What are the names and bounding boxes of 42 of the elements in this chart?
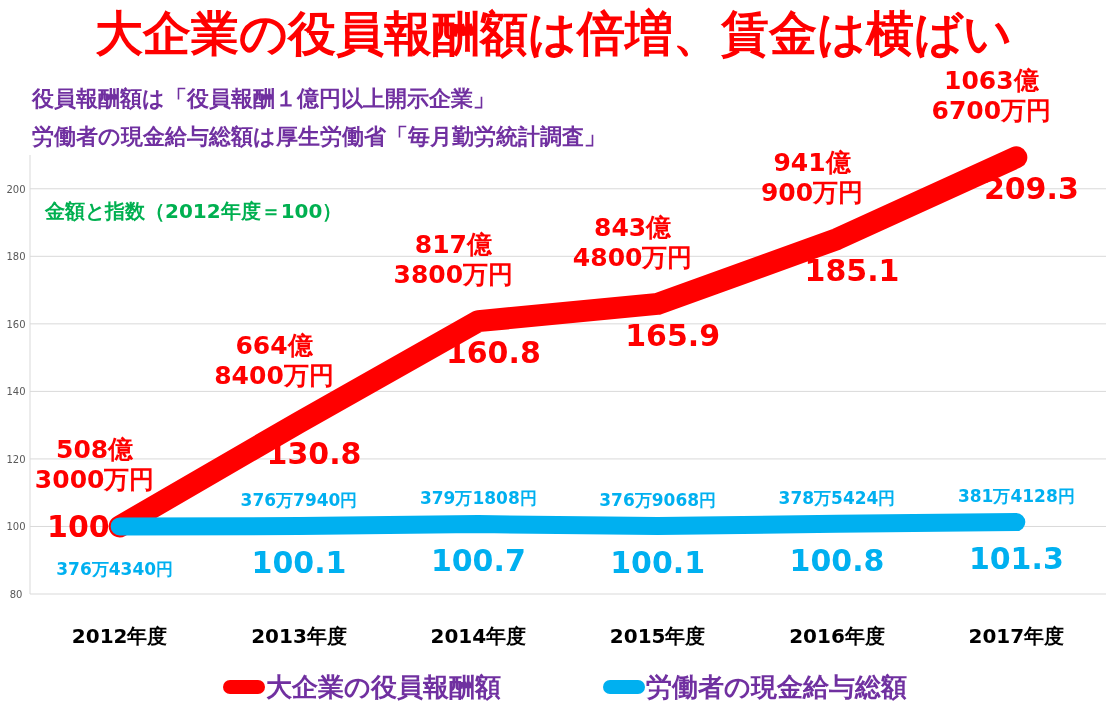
annotation: 金額と指数（2012年度＝100） [44, 199, 343, 223]
data-label: 130.8 [266, 436, 362, 472]
y-tick-label: 200 [6, 183, 26, 195]
annotation: 381万4128円 [957, 486, 1075, 507]
y-tick-label: 120 [6, 453, 26, 465]
x-tick-label: 2013年度 [251, 624, 347, 648]
annotation: 376万4340円 [56, 559, 174, 580]
x-tick-label: 2012年度 [71, 624, 168, 648]
y-tick-label: 100 [6, 521, 26, 533]
x-tick-label: 2017年度 [968, 624, 1065, 648]
annotation: 664億 8400万円 [214, 331, 334, 391]
x-tick-label: 2015年度 [609, 624, 706, 648]
data-label: 100.1 [251, 545, 347, 581]
legend-label: 大企業の役員報酬額 [266, 672, 501, 702]
x-tick-label: 2014年度 [430, 624, 527, 648]
data-label: 160.8 [445, 335, 541, 371]
annotation: 843億 4800万円 [572, 212, 693, 272]
data-label: 100.1 [610, 545, 706, 581]
y-tick-label: 80 [9, 589, 23, 600]
y-tick-label: 180 [6, 251, 26, 263]
chart-subtitle: 役員報酬額は「役員報酬１億円以上開示企業」 [31, 86, 495, 111]
data-label: 165.9 [625, 317, 721, 353]
text: 労働者の現金給与総額は厚生労働省「毎月勤労統計調査」 [32, 124, 606, 149]
legend-label: 労働者の現金給与総額 [646, 672, 907, 702]
annotation: 376万7940円 [240, 490, 358, 511]
y-tick-label: 160 [6, 318, 26, 330]
data-label: 100.8 [789, 542, 885, 578]
data-label: 100.7 [430, 543, 526, 579]
data-label: 101.3 [968, 541, 1064, 577]
data-label: 185.1 [804, 253, 900, 289]
annotation: 378万5424円 [778, 487, 896, 508]
chart-title: 大企業の役員報酬額は倍増、賃金は横ばい [94, 5, 1012, 61]
data-label: 209.3 [983, 171, 1079, 207]
annotation: 379万1808円 [419, 488, 537, 509]
data-label: 100 [47, 509, 110, 545]
y-tick-label: 140 [6, 386, 26, 398]
annotation: 376万9068円 [599, 490, 717, 511]
annotation: 508億 3000万円 [34, 435, 155, 495]
annotation: 817億 3800万円 [393, 230, 514, 290]
annotation: 1063億 6700万円 [931, 66, 1052, 126]
annotation: 941億 900万円 [760, 148, 864, 208]
x-tick-label: 2016年度 [789, 624, 885, 648]
